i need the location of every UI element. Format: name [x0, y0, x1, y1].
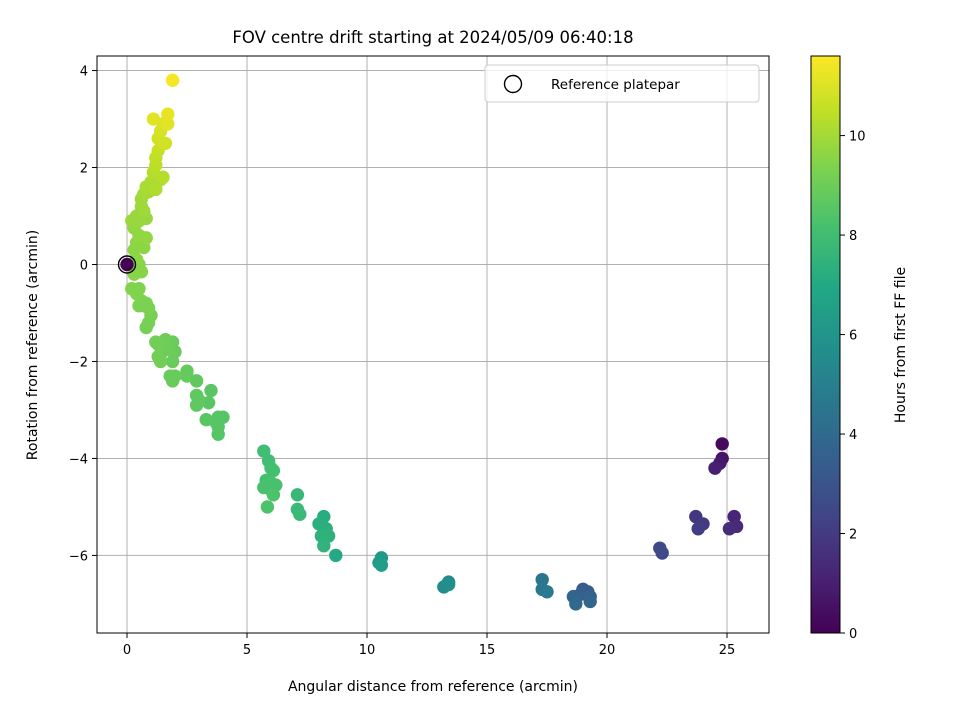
data-point [290, 488, 305, 502]
data-point [211, 427, 225, 441]
data-point [146, 112, 161, 126]
colorbar-tick-label: 2 [849, 528, 857, 543]
data-point [540, 585, 554, 599]
reference-platepar-marker [117, 255, 137, 274]
data-point [149, 335, 163, 349]
data-point [158, 136, 173, 150]
data-point [165, 374, 180, 388]
y-tick-label: 2 [80, 162, 88, 177]
data-point [180, 369, 194, 383]
y-tick-label: 0 [80, 258, 88, 273]
chart-title: FOV centre drift starting at 2024/05/09 … [232, 28, 633, 47]
x-tick-label: 25 [719, 643, 736, 658]
data-point [189, 398, 204, 412]
data-point [655, 546, 669, 560]
colorbar-tick-label: 8 [849, 229, 857, 244]
data-point [165, 354, 180, 369]
data-point [125, 282, 139, 296]
data-point [165, 73, 180, 87]
plot-frame [96, 55, 770, 634]
y-axis-ticks: −6 −4 −2 0 2 4 [69, 65, 97, 564]
x-tick-label: 20 [599, 643, 616, 658]
data-point [204, 383, 218, 398]
data-point [139, 296, 153, 310]
data-point [266, 488, 281, 502]
x-axis-label: Angular distance from reference (arcmin) [288, 679, 578, 695]
legend-box [484, 64, 760, 103]
x-tick-label: 15 [479, 643, 496, 658]
data-point [583, 594, 597, 609]
x-tick-label: 10 [359, 643, 376, 658]
data-point [266, 463, 281, 478]
data-point [691, 522, 705, 536]
data-point [329, 548, 343, 563]
colorbar-label: Hours from first FF file [893, 267, 909, 423]
y-tick-label: −4 [69, 452, 88, 467]
data-point [139, 320, 153, 335]
data-point [260, 500, 275, 514]
x-tick-label: 0 [123, 643, 131, 658]
data-point [569, 597, 583, 611]
data-point [722, 522, 737, 536]
colorbar-tick-label: 10 [849, 130, 866, 145]
colorbar: 0 2 4 6 8 10 Hours from first FF file [810, 55, 909, 642]
data-point [374, 558, 389, 572]
colorbar-ticks: 0 2 4 6 8 10 [840, 130, 866, 642]
grid [97, 56, 769, 633]
y-tick-label: −2 [69, 355, 88, 370]
colorbar-gradient [810, 55, 841, 634]
data-point [161, 107, 175, 121]
data-point [715, 437, 729, 451]
data-point [161, 117, 175, 131]
data-point [293, 507, 307, 521]
legend: Reference platepar [484, 64, 760, 103]
colorbar-tick-label: 4 [849, 428, 857, 443]
data-point [120, 257, 134, 272]
data-point [317, 539, 331, 553]
data-point [199, 412, 213, 427]
legend-entry-reference: Reference platepar [551, 77, 680, 93]
data-point [535, 572, 549, 587]
colorbar-tick-label: 6 [849, 329, 857, 344]
data-point [441, 577, 456, 592]
legend-marker-reference [503, 74, 523, 94]
data-point [708, 461, 722, 475]
colorbar-tick-label: 0 [849, 627, 857, 642]
y-tick-label: −6 [69, 549, 88, 564]
y-tick-label: 4 [80, 65, 88, 80]
data-point [151, 349, 165, 364]
x-axis-ticks: 0 5 10 15 20 25 [123, 633, 735, 658]
data-points [117, 73, 744, 611]
y-axis-label: Rotation from reference (arcmin) [25, 230, 41, 460]
x-tick-label: 5 [243, 643, 251, 658]
